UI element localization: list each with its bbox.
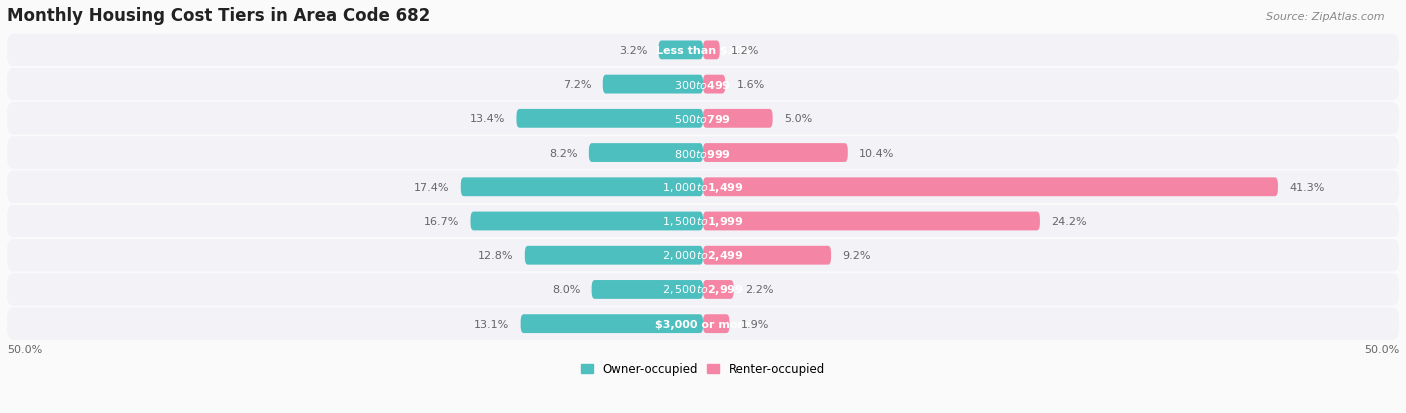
FancyBboxPatch shape	[7, 205, 1399, 237]
FancyBboxPatch shape	[703, 280, 734, 299]
FancyBboxPatch shape	[703, 314, 730, 333]
Text: 50.0%: 50.0%	[7, 344, 42, 354]
Text: 50.0%: 50.0%	[1364, 344, 1399, 354]
Text: $2,500 to $2,999: $2,500 to $2,999	[662, 283, 744, 297]
FancyBboxPatch shape	[703, 246, 831, 265]
FancyBboxPatch shape	[703, 178, 1278, 197]
FancyBboxPatch shape	[7, 308, 1399, 340]
Text: Monthly Housing Cost Tiers in Area Code 682: Monthly Housing Cost Tiers in Area Code …	[7, 7, 430, 25]
FancyBboxPatch shape	[520, 314, 703, 333]
FancyBboxPatch shape	[603, 76, 703, 94]
Text: 17.4%: 17.4%	[415, 182, 450, 192]
Text: $800 to $999: $800 to $999	[675, 147, 731, 159]
FancyBboxPatch shape	[703, 41, 720, 60]
Text: 16.7%: 16.7%	[425, 216, 460, 226]
FancyBboxPatch shape	[7, 69, 1399, 101]
Text: 8.0%: 8.0%	[553, 285, 581, 295]
FancyBboxPatch shape	[7, 35, 1399, 67]
Text: 1.2%: 1.2%	[731, 46, 759, 56]
FancyBboxPatch shape	[7, 137, 1399, 169]
Text: 7.2%: 7.2%	[564, 80, 592, 90]
Text: $500 to $799: $500 to $799	[675, 113, 731, 125]
Text: 1.6%: 1.6%	[737, 80, 765, 90]
Text: $1,000 to $1,499: $1,000 to $1,499	[662, 180, 744, 194]
Text: 24.2%: 24.2%	[1052, 216, 1087, 226]
Text: Source: ZipAtlas.com: Source: ZipAtlas.com	[1267, 12, 1385, 22]
FancyBboxPatch shape	[461, 178, 703, 197]
Text: Less than $300: Less than $300	[655, 46, 751, 56]
Text: $1,500 to $1,999: $1,500 to $1,999	[662, 214, 744, 228]
Text: 10.4%: 10.4%	[859, 148, 894, 158]
Text: 13.1%: 13.1%	[474, 319, 509, 329]
Text: $3,000 or more: $3,000 or more	[655, 319, 751, 329]
Text: 1.9%: 1.9%	[741, 319, 769, 329]
Text: 41.3%: 41.3%	[1289, 182, 1324, 192]
Text: 12.8%: 12.8%	[478, 251, 513, 261]
FancyBboxPatch shape	[7, 240, 1399, 272]
Text: 13.4%: 13.4%	[470, 114, 505, 124]
FancyBboxPatch shape	[7, 103, 1399, 135]
Legend: Owner-occupied, Renter-occupied: Owner-occupied, Renter-occupied	[576, 358, 830, 380]
Text: 5.0%: 5.0%	[783, 114, 813, 124]
FancyBboxPatch shape	[658, 41, 703, 60]
FancyBboxPatch shape	[703, 144, 848, 163]
FancyBboxPatch shape	[589, 144, 703, 163]
FancyBboxPatch shape	[7, 274, 1399, 306]
Text: 2.2%: 2.2%	[745, 285, 773, 295]
FancyBboxPatch shape	[516, 109, 703, 128]
Text: 8.2%: 8.2%	[550, 148, 578, 158]
FancyBboxPatch shape	[592, 280, 703, 299]
Text: $300 to $499: $300 to $499	[675, 79, 731, 91]
Text: 9.2%: 9.2%	[842, 251, 870, 261]
FancyBboxPatch shape	[7, 171, 1399, 203]
Text: $2,000 to $2,499: $2,000 to $2,499	[662, 249, 744, 263]
FancyBboxPatch shape	[703, 76, 725, 94]
FancyBboxPatch shape	[703, 212, 1040, 231]
Text: 3.2%: 3.2%	[619, 46, 647, 56]
FancyBboxPatch shape	[524, 246, 703, 265]
FancyBboxPatch shape	[471, 212, 703, 231]
FancyBboxPatch shape	[703, 109, 773, 128]
